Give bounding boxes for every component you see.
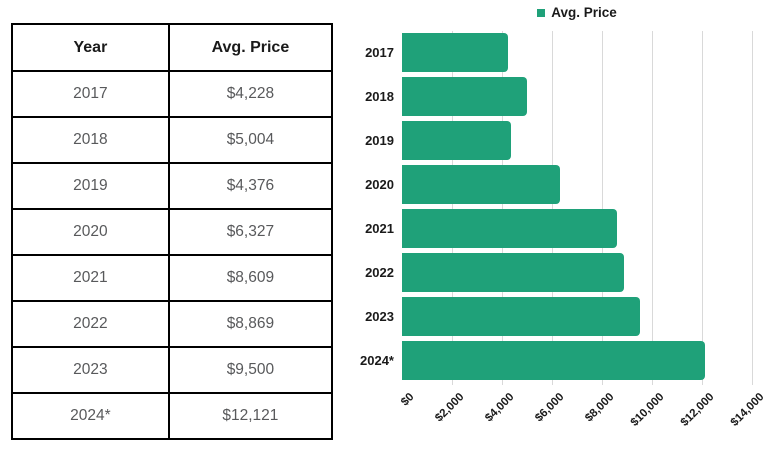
gridline [452, 31, 453, 385]
table-row: 2018 $5,004 [11, 116, 334, 164]
year-cell: 2021 [11, 254, 170, 302]
bar-2018 [402, 77, 528, 116]
year-cell: 2022 [11, 300, 170, 348]
y-axis-label: 2018 [365, 88, 394, 104]
gridline [602, 31, 603, 385]
year-cell: 2023 [11, 346, 170, 394]
legend-marker-icon [537, 9, 546, 17]
legend-label: Avg. Price [551, 5, 617, 21]
price-cell: $6,327 [167, 208, 334, 256]
bar-2019 [402, 121, 512, 160]
year-cell: 2020 [11, 208, 170, 256]
y-axis-label: 2019 [365, 132, 394, 148]
y-axis-label: 2021 [365, 220, 394, 236]
y-axis-label: 2017 [365, 44, 394, 60]
price-cell: $4,376 [167, 162, 334, 210]
price-cell: $5,004 [167, 116, 334, 164]
bar-2021 [402, 209, 618, 248]
table-row: 2023 $9,500 [11, 346, 334, 394]
gridline [752, 31, 753, 385]
table-row: 2022 $8,869 [11, 300, 334, 348]
bar-2017 [402, 33, 508, 72]
gridline [552, 31, 553, 385]
table-row: 2019 $4,376 [11, 162, 334, 210]
y-axis-label: 2024* [360, 352, 394, 368]
bar-2023 [402, 297, 640, 336]
bar-2022 [402, 253, 624, 292]
gridline [652, 31, 653, 385]
year-cell: 2018 [11, 116, 170, 164]
table-row: 2017 $4,228 [11, 70, 334, 118]
table-row: 2020 $6,327 [11, 208, 334, 256]
chart-legend: Avg. Price [402, 4, 752, 22]
bar-2024 [402, 341, 706, 380]
price-cell: $4,228 [167, 70, 334, 118]
price-cell: $9,500 [167, 346, 334, 394]
price-table-body: 2017 $4,228 2018 $5,004 2019 $4,376 2020 $6,327… [11, 70, 334, 440]
year-column-header: Year [11, 23, 170, 72]
bar-2020 [402, 165, 561, 204]
table-header-row: Year Avg. Price [11, 23, 334, 72]
avg-price-column-header: Avg. Price [167, 23, 334, 72]
price-cell: $8,609 [167, 254, 334, 302]
y-axis-label: 2023 [365, 308, 394, 324]
y-axis-label: 2020 [365, 176, 394, 192]
gridline [702, 31, 703, 385]
gridline [502, 31, 503, 385]
price-table: Year Avg. Price 2017 $4,228 2018 $5,004 2019… [11, 23, 334, 440]
year-cell: 2017 [11, 70, 170, 118]
year-cell: 2024* [11, 392, 170, 440]
price-cell: $12,121 [167, 392, 334, 440]
y-axis-label: 2022 [365, 264, 394, 280]
table-row: 2021 $8,609 [11, 254, 334, 302]
year-cell: 2019 [11, 162, 170, 210]
price-cell: $8,869 [167, 300, 334, 348]
table-row: 2024* $12,121 [11, 392, 334, 440]
